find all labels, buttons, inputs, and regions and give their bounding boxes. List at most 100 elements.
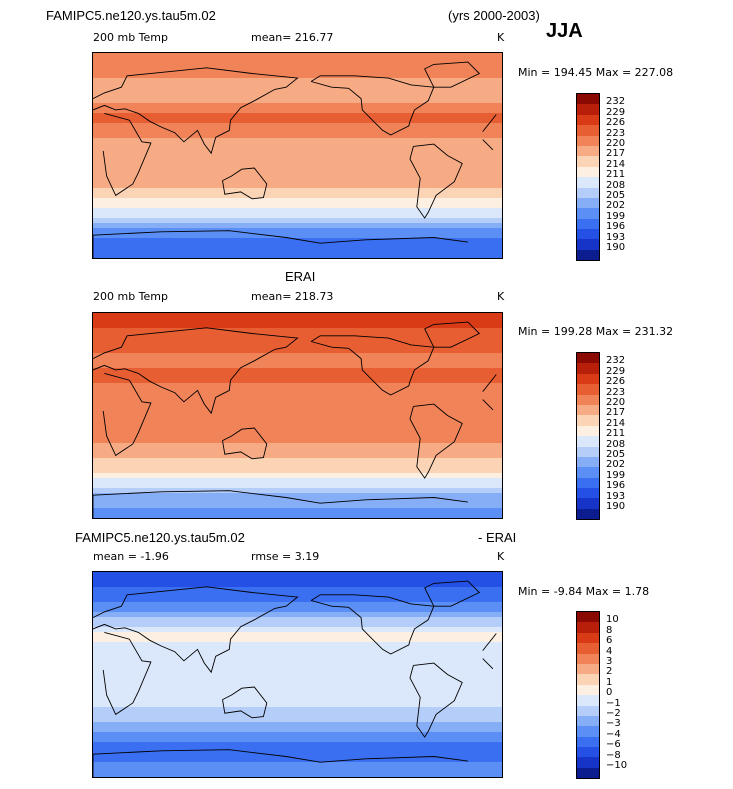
colorbar-tick-label: 10 bbox=[606, 614, 619, 626]
heatmap-band bbox=[93, 233, 502, 239]
colorbar-swatch bbox=[577, 477, 599, 489]
panel2-colorbar bbox=[576, 352, 600, 521]
colorbar-swatch bbox=[577, 404, 599, 416]
heatmap-band bbox=[93, 173, 502, 179]
heatmap-band bbox=[93, 78, 502, 84]
colorbar-tick-label: 190 bbox=[606, 242, 626, 253]
colorbar-swatch bbox=[577, 643, 599, 654]
panel1-colorbar bbox=[576, 93, 600, 262]
colorbar-swatch bbox=[577, 135, 599, 146]
colorbar-swatch bbox=[577, 249, 599, 261]
panel2-title: ERAI bbox=[285, 269, 316, 284]
heatmap-band bbox=[93, 717, 502, 723]
colorbar-tick-label: 6 bbox=[606, 635, 613, 647]
coastline bbox=[310, 594, 435, 655]
heatmap-band bbox=[93, 393, 502, 399]
panel1-mean-label: mean= 216.77 bbox=[251, 31, 334, 44]
heatmap-band bbox=[93, 662, 502, 668]
season-label: JJA bbox=[546, 20, 583, 42]
colorbar-swatch bbox=[577, 767, 599, 779]
colorbar-tick-label: 199 bbox=[606, 469, 626, 481]
panel3-units-label: K bbox=[497, 550, 505, 563]
heatmap-band bbox=[93, 318, 502, 324]
heatmap-band bbox=[93, 348, 502, 354]
colorbar-tick-label: 232 bbox=[606, 355, 626, 367]
colorbar-swatch bbox=[577, 145, 599, 157]
heatmap-band bbox=[93, 383, 502, 389]
colorbar-swatch bbox=[577, 114, 599, 126]
heatmap-band bbox=[93, 313, 502, 319]
panel3-colorbar bbox=[576, 611, 600, 780]
colorbar-swatch bbox=[577, 436, 599, 447]
panel2-minmax: Min = 199.28 Max = 231.32 bbox=[518, 325, 674, 338]
heatmap-band bbox=[93, 772, 502, 777]
heatmap-band bbox=[93, 622, 502, 628]
heatmap-band bbox=[93, 448, 502, 454]
coastline bbox=[409, 143, 463, 219]
heatmap-band bbox=[93, 103, 502, 109]
colorbar-tick-label: 193 bbox=[606, 231, 626, 243]
colorbar-tick-label: 196 bbox=[606, 221, 626, 233]
heatmap-band bbox=[93, 83, 502, 89]
colorbar-tick-label: 199 bbox=[606, 210, 626, 222]
heatmap-band bbox=[93, 203, 502, 209]
coastline bbox=[222, 427, 268, 460]
panel3-map bbox=[92, 571, 503, 778]
colorbar-tick-label: 220 bbox=[606, 138, 626, 149]
heatmap-band bbox=[93, 148, 502, 154]
heatmap-band bbox=[93, 423, 502, 429]
colorbar-swatch bbox=[577, 239, 599, 250]
heatmap-band bbox=[93, 478, 502, 484]
colorbar-swatch bbox=[577, 622, 599, 633]
colorbar-tick-label: 229 bbox=[606, 365, 626, 377]
heatmap-band bbox=[93, 193, 502, 199]
colorbar-swatch bbox=[577, 104, 599, 115]
colorbar-swatch bbox=[577, 456, 599, 468]
colorbar-swatch bbox=[577, 229, 599, 240]
heatmap-band bbox=[93, 113, 502, 119]
years-label: (yrs 2000-2003) bbox=[448, 8, 540, 23]
colorbar-tick-label: 202 bbox=[606, 200, 626, 212]
heatmap-band bbox=[93, 508, 502, 514]
colorbar-tick-label: 220 bbox=[606, 397, 626, 408]
heatmap-band bbox=[93, 677, 502, 683]
heatmap-band bbox=[93, 143, 502, 149]
heatmap-band bbox=[93, 168, 502, 174]
heatmap-band bbox=[93, 712, 502, 718]
heatmap-band bbox=[93, 68, 502, 74]
heatmap-band bbox=[93, 208, 502, 214]
heatmap-band bbox=[93, 398, 502, 404]
heatmap-band bbox=[93, 438, 502, 444]
heatmap-band bbox=[93, 607, 502, 613]
coastline bbox=[102, 372, 497, 457]
colorbar-tick-label: 205 bbox=[606, 190, 626, 201]
colorbar-tick-label: −6 bbox=[606, 739, 621, 751]
heatmap-band bbox=[93, 458, 502, 464]
panel3-title-right: - ERAI bbox=[478, 530, 517, 545]
colorbar-tick-label: 0 bbox=[606, 687, 613, 699]
colorbar-swatch bbox=[577, 467, 599, 478]
heatmap-band bbox=[93, 707, 502, 713]
colorbar-swatch bbox=[577, 726, 599, 737]
heatmap-band bbox=[93, 657, 502, 663]
heatmap-band bbox=[93, 53, 502, 59]
heatmap-band bbox=[93, 178, 502, 184]
heatmap-band bbox=[93, 757, 502, 763]
panel2-variable-label: 200 mb Temp bbox=[93, 290, 169, 303]
colorbar-swatch bbox=[577, 747, 599, 758]
colorbar-swatch bbox=[577, 353, 599, 364]
coastline bbox=[102, 631, 497, 716]
colorbar-tick-label: −2 bbox=[606, 708, 621, 719]
heatmap-band bbox=[93, 473, 502, 479]
heatmap-band bbox=[93, 153, 502, 159]
heatmap-band bbox=[93, 238, 502, 244]
colorbar-swatch bbox=[577, 197, 599, 209]
colorbar-swatch bbox=[577, 156, 599, 167]
heatmap-band bbox=[93, 767, 502, 773]
coastline bbox=[424, 580, 481, 607]
heatmap-band bbox=[93, 73, 502, 79]
colorbar-tick-label: 214 bbox=[606, 417, 626, 429]
heatmap-band bbox=[93, 188, 502, 194]
heatmap-band bbox=[93, 218, 502, 224]
colorbar-tick-label: 190 bbox=[606, 501, 626, 512]
